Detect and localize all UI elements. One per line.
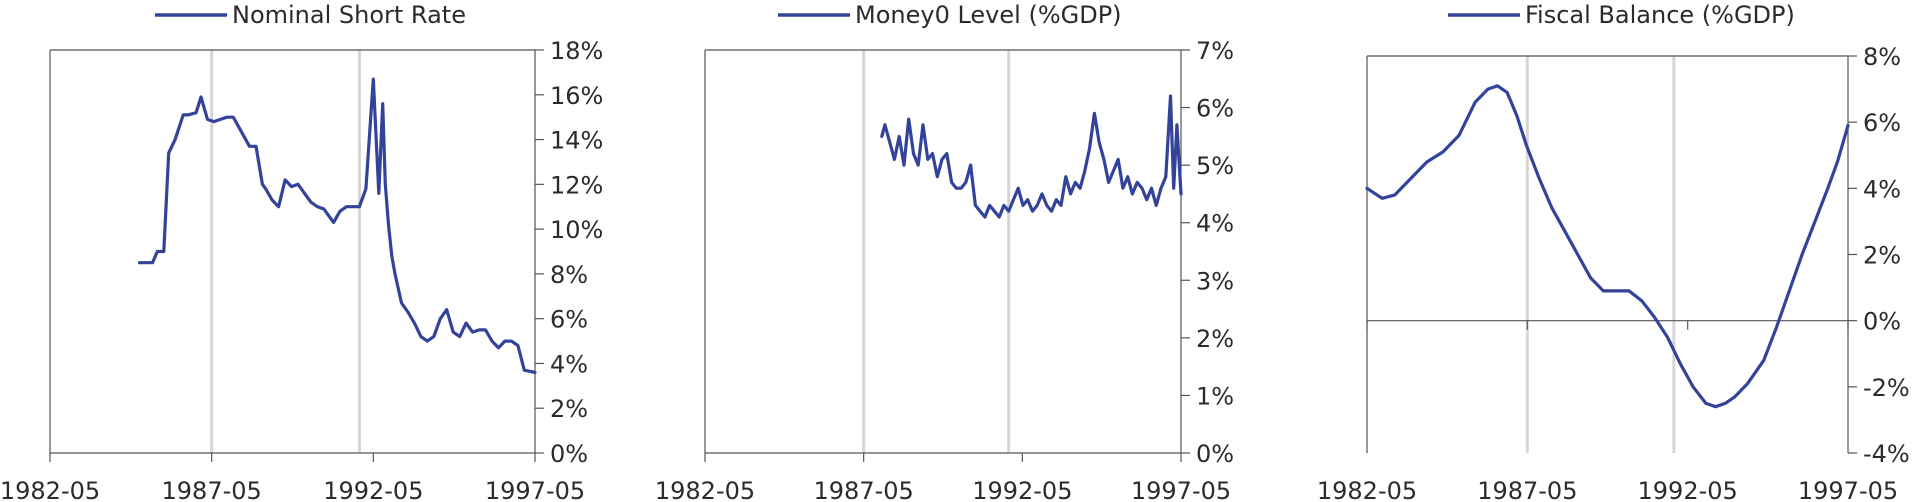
x-tick-label: 1992-05 bbox=[1638, 477, 1738, 502]
y-tick-label: 2% bbox=[550, 395, 588, 423]
y-tick-label: 10% bbox=[550, 216, 603, 244]
x-tick-label: 1997-05 bbox=[1798, 477, 1898, 502]
y-tick-label: 0% bbox=[550, 440, 588, 468]
y-tick-label: -2% bbox=[1863, 374, 1910, 402]
y-tick-label: 5% bbox=[1196, 152, 1234, 180]
y-tick-label: 2% bbox=[1863, 242, 1901, 270]
y-tick-label: 0% bbox=[1863, 308, 1901, 336]
y-tick-label: 4% bbox=[550, 350, 588, 378]
y-tick-label: 16% bbox=[550, 82, 603, 110]
y-tick-label: 2% bbox=[1196, 325, 1234, 353]
chart-2: Money0 Level (%GDP) 0% 1% 2% 3% 4% 5% 6% 7% 1982-… bbox=[655, 1, 1234, 502]
x-tick-label: 1987-05 bbox=[814, 477, 914, 502]
x-tick-label: 1982-05 bbox=[655, 477, 755, 502]
y-tick-label: -4% bbox=[1863, 440, 1910, 468]
y-tick-label: 6% bbox=[1196, 95, 1234, 123]
y-tick-label: 12% bbox=[550, 171, 603, 199]
y-tick-label: 3% bbox=[1196, 267, 1234, 295]
y-tick-label: 1% bbox=[1196, 382, 1234, 410]
y-tick-label: 8% bbox=[1863, 43, 1901, 71]
x-tick-label: 1992-05 bbox=[972, 477, 1072, 502]
y-tick-label: 7% bbox=[1196, 37, 1234, 65]
series-line bbox=[1365, 84, 1850, 409]
y-tick-label: 6% bbox=[550, 306, 588, 334]
y-tick-label: 0% bbox=[1196, 440, 1234, 468]
y-tick-label: 4% bbox=[1863, 175, 1901, 203]
x-tick-label: 1992-05 bbox=[323, 477, 423, 502]
legend-label: Nominal Short Rate bbox=[232, 1, 466, 29]
x-tick-label: 1987-05 bbox=[162, 477, 262, 502]
x-tick-label: 1982-05 bbox=[0, 477, 100, 502]
series-line bbox=[138, 77, 537, 374]
x-tick-label: 1997-05 bbox=[485, 477, 585, 502]
legend-label: Fiscal Balance (%GDP) bbox=[1525, 1, 1795, 29]
y-tick-label: 14% bbox=[550, 127, 603, 155]
legend-label: Money0 Level (%GDP) bbox=[855, 1, 1122, 29]
y-tick-label: 4% bbox=[1196, 210, 1234, 238]
chart-1: Nominal Short Rate 0% 2% 4% 6% 8% 10% 12% 14% 16%… bbox=[0, 1, 603, 502]
x-tick-label: 1982-05 bbox=[1317, 477, 1417, 502]
x-tick-label: 1987-05 bbox=[1477, 477, 1577, 502]
y-tick-label: 6% bbox=[1863, 109, 1901, 137]
series-line bbox=[880, 94, 1183, 219]
x-tick-label: 1997-05 bbox=[1131, 477, 1231, 502]
y-tick-label: 8% bbox=[550, 261, 588, 289]
chart-3: Fiscal Balance (%GDP) -4% -2% 0% 2% 4% 6% 8% 198… bbox=[1317, 1, 1910, 502]
y-tick-label: 18% bbox=[550, 37, 603, 65]
